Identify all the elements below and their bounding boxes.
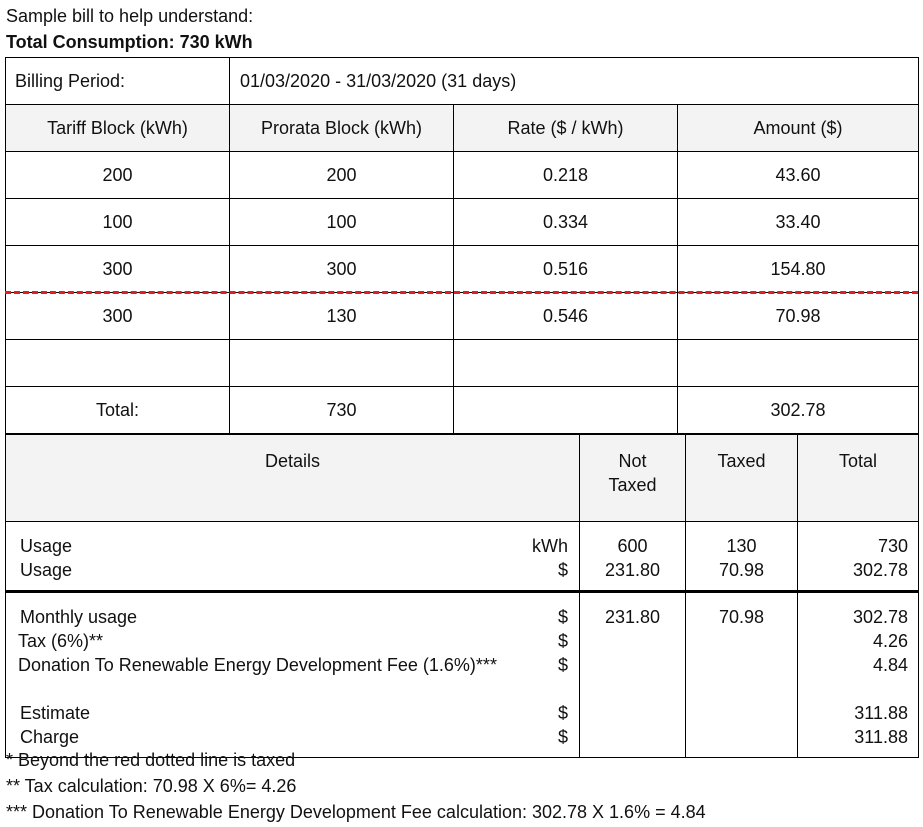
amount-cell: 33.40 <box>676 198 920 246</box>
usage-total: 730 302.78 <box>797 521 919 593</box>
header-not-taxed-text: Not Taxed <box>608 451 657 495</box>
tariff-cell <box>5 339 230 387</box>
header-tariff-block: Tariff Block (kWh) <box>5 104 230 152</box>
summary-unit: $ <box>557 607 568 627</box>
header-details: Details <box>5 434 580 522</box>
estimate-line: Estimate $ <box>6 701 579 725</box>
tariff-cell: 300 <box>5 245 230 293</box>
header-not-taxed: Not Taxed <box>579 434 686 522</box>
tariff-table: Billing Period: 01/03/2020 - 31/03/2020 … <box>5 57 920 434</box>
header-rate: Rate ($ / kWh) <box>453 104 678 152</box>
usage-dollar-line: Usage $ <box>6 558 579 582</box>
total-rate <box>453 386 678 434</box>
billing-period-row: Billing Period: 01/03/2020 - 31/03/2020 … <box>5 57 920 105</box>
header-total: Total <box>797 434 919 522</box>
monthly-usage-taxed: 70.98 <box>718 607 765 627</box>
intro-text: Sample bill to help understand: <box>6 6 254 26</box>
usage-kwh-taxed: 130 <box>726 536 757 556</box>
total-prorata: 730 <box>229 386 454 434</box>
header-taxed: Taxed <box>685 434 798 522</box>
table-row-empty <box>5 339 920 387</box>
footnote-tax-calc: ** Tax calculation: 70.98 X 6%= 4.26 <box>6 776 297 796</box>
rate-cell <box>453 339 678 387</box>
charge-label: Estimate <box>20 703 91 723</box>
prorata-cell: 300 <box>229 245 454 293</box>
amount-cell: 70.98 <box>676 292 920 340</box>
usage-dollar-total: 302.78 <box>852 560 908 580</box>
prorata-cell <box>229 339 454 387</box>
charge-label: Charge <box>20 727 80 747</box>
summary-row: Monthly usage $ Tax (6%)** $ Donation To… <box>5 591 919 758</box>
taxed-threshold-line <box>5 291 918 294</box>
usage-kwh-line: Usage kWh <box>6 534 579 558</box>
tariff-cell: 300 <box>5 292 230 340</box>
usage-label: Usage <box>20 536 73 556</box>
usage-unit: $ <box>557 560 568 580</box>
summary-label: Donation To Renewable Energy Development… <box>18 655 497 675</box>
usage-not-taxed: 600 231.80 <box>579 521 686 593</box>
usage-row: Usage kWh Usage $ 600 231.80 130 70.98 7… <box>5 521 919 593</box>
billing-period-label: Billing Period: <box>5 57 230 105</box>
summary-total: 302.78 4.26 4.84 311.88 311.88 <box>797 591 919 758</box>
rate-cell: 0.546 <box>453 292 678 340</box>
header-prorata-block: Prorata Block (kWh) <box>229 104 454 152</box>
tariff-cell: 200 <box>5 151 230 199</box>
summary-not-taxed: 231.80 <box>579 591 686 758</box>
prorata-cell: 130 <box>229 292 454 340</box>
monthly-usage-total: 302.78 <box>852 607 908 627</box>
header-amount: Amount ($) <box>676 104 920 152</box>
summary-label: Monthly usage <box>20 607 138 627</box>
summary-labels: Monthly usage $ Tax (6%)** $ Donation To… <box>5 591 580 758</box>
prorata-cell: 100 <box>229 198 454 246</box>
amount-cell: 43.60 <box>676 151 920 199</box>
footnotes: * Beyond the red dotted line is taxed **… <box>6 747 706 825</box>
usage-kwh-not-taxed: 600 <box>617 536 648 556</box>
usage-dollar-taxed: 70.98 <box>718 560 765 580</box>
rate-cell: 0.516 <box>453 245 678 293</box>
tax-line: Tax (6%)** $ <box>6 629 579 653</box>
prorata-cell: 200 <box>229 151 454 199</box>
charge-line: Charge $ <box>6 725 579 749</box>
total-label: Total: <box>5 386 230 434</box>
estimate-total: 311.88 <box>854 703 908 723</box>
summary-unit: $ <box>557 631 568 651</box>
usage-taxed: 130 70.98 <box>685 521 798 593</box>
usage-kwh-total: 730 <box>877 536 908 556</box>
donation-total: 4.84 <box>872 655 908 675</box>
total-consumption-title: Total Consumption: 730 kWh <box>6 32 253 52</box>
rate-cell: 0.334 <box>453 198 678 246</box>
charge-unit: $ <box>557 703 568 723</box>
usage-labels: Usage kWh Usage $ <box>5 521 580 593</box>
monthly-usage-line: Monthly usage $ <box>6 605 579 629</box>
tariff-header-row: Tariff Block (kWh) Prorata Block (kWh) R… <box>5 104 920 152</box>
table-row: 100 100 0.334 33.40 <box>5 198 920 246</box>
total-row: Total: 730 302.78 <box>5 386 920 434</box>
summary-label: Tax (6%)** <box>18 631 104 651</box>
tariff-cell: 100 <box>5 198 230 246</box>
charge-total: 311.88 <box>854 727 908 747</box>
footnote-taxed: * Beyond the red dotted line is taxed <box>6 750 296 770</box>
tax-total: 4.26 <box>872 631 908 651</box>
table-row: 300 130 0.546 70.98 <box>5 292 920 340</box>
table-row: 300 300 0.516 154.80 <box>5 245 920 293</box>
usage-unit: kWh <box>532 536 568 556</box>
details-header-row: Details Not Taxed Taxed Total <box>5 434 919 522</box>
usage-dollar-not-taxed: 231.80 <box>604 560 661 580</box>
table-row: 200 200 0.218 43.60 <box>5 151 920 199</box>
charge-unit: $ <box>557 727 568 747</box>
total-amount: 302.78 <box>676 386 920 434</box>
monthly-usage-not-taxed: 231.80 <box>604 607 661 627</box>
amount-cell <box>676 339 920 387</box>
footnote-donation-calc: *** Donation To Renewable Energy Develop… <box>6 802 706 822</box>
summary-taxed: 70.98 <box>685 591 798 758</box>
billing-period-value: 01/03/2020 - 31/03/2020 (31 days) <box>228 57 920 105</box>
details-table: Details Not Taxed Taxed Total Usage kWh … <box>5 434 919 758</box>
donation-line: Donation To Renewable Energy Development… <box>6 653 579 677</box>
usage-label: Usage <box>20 560 73 580</box>
summary-unit: $ <box>557 655 568 675</box>
amount-cell: 154.80 <box>676 245 920 293</box>
rate-cell: 0.218 <box>453 151 678 199</box>
